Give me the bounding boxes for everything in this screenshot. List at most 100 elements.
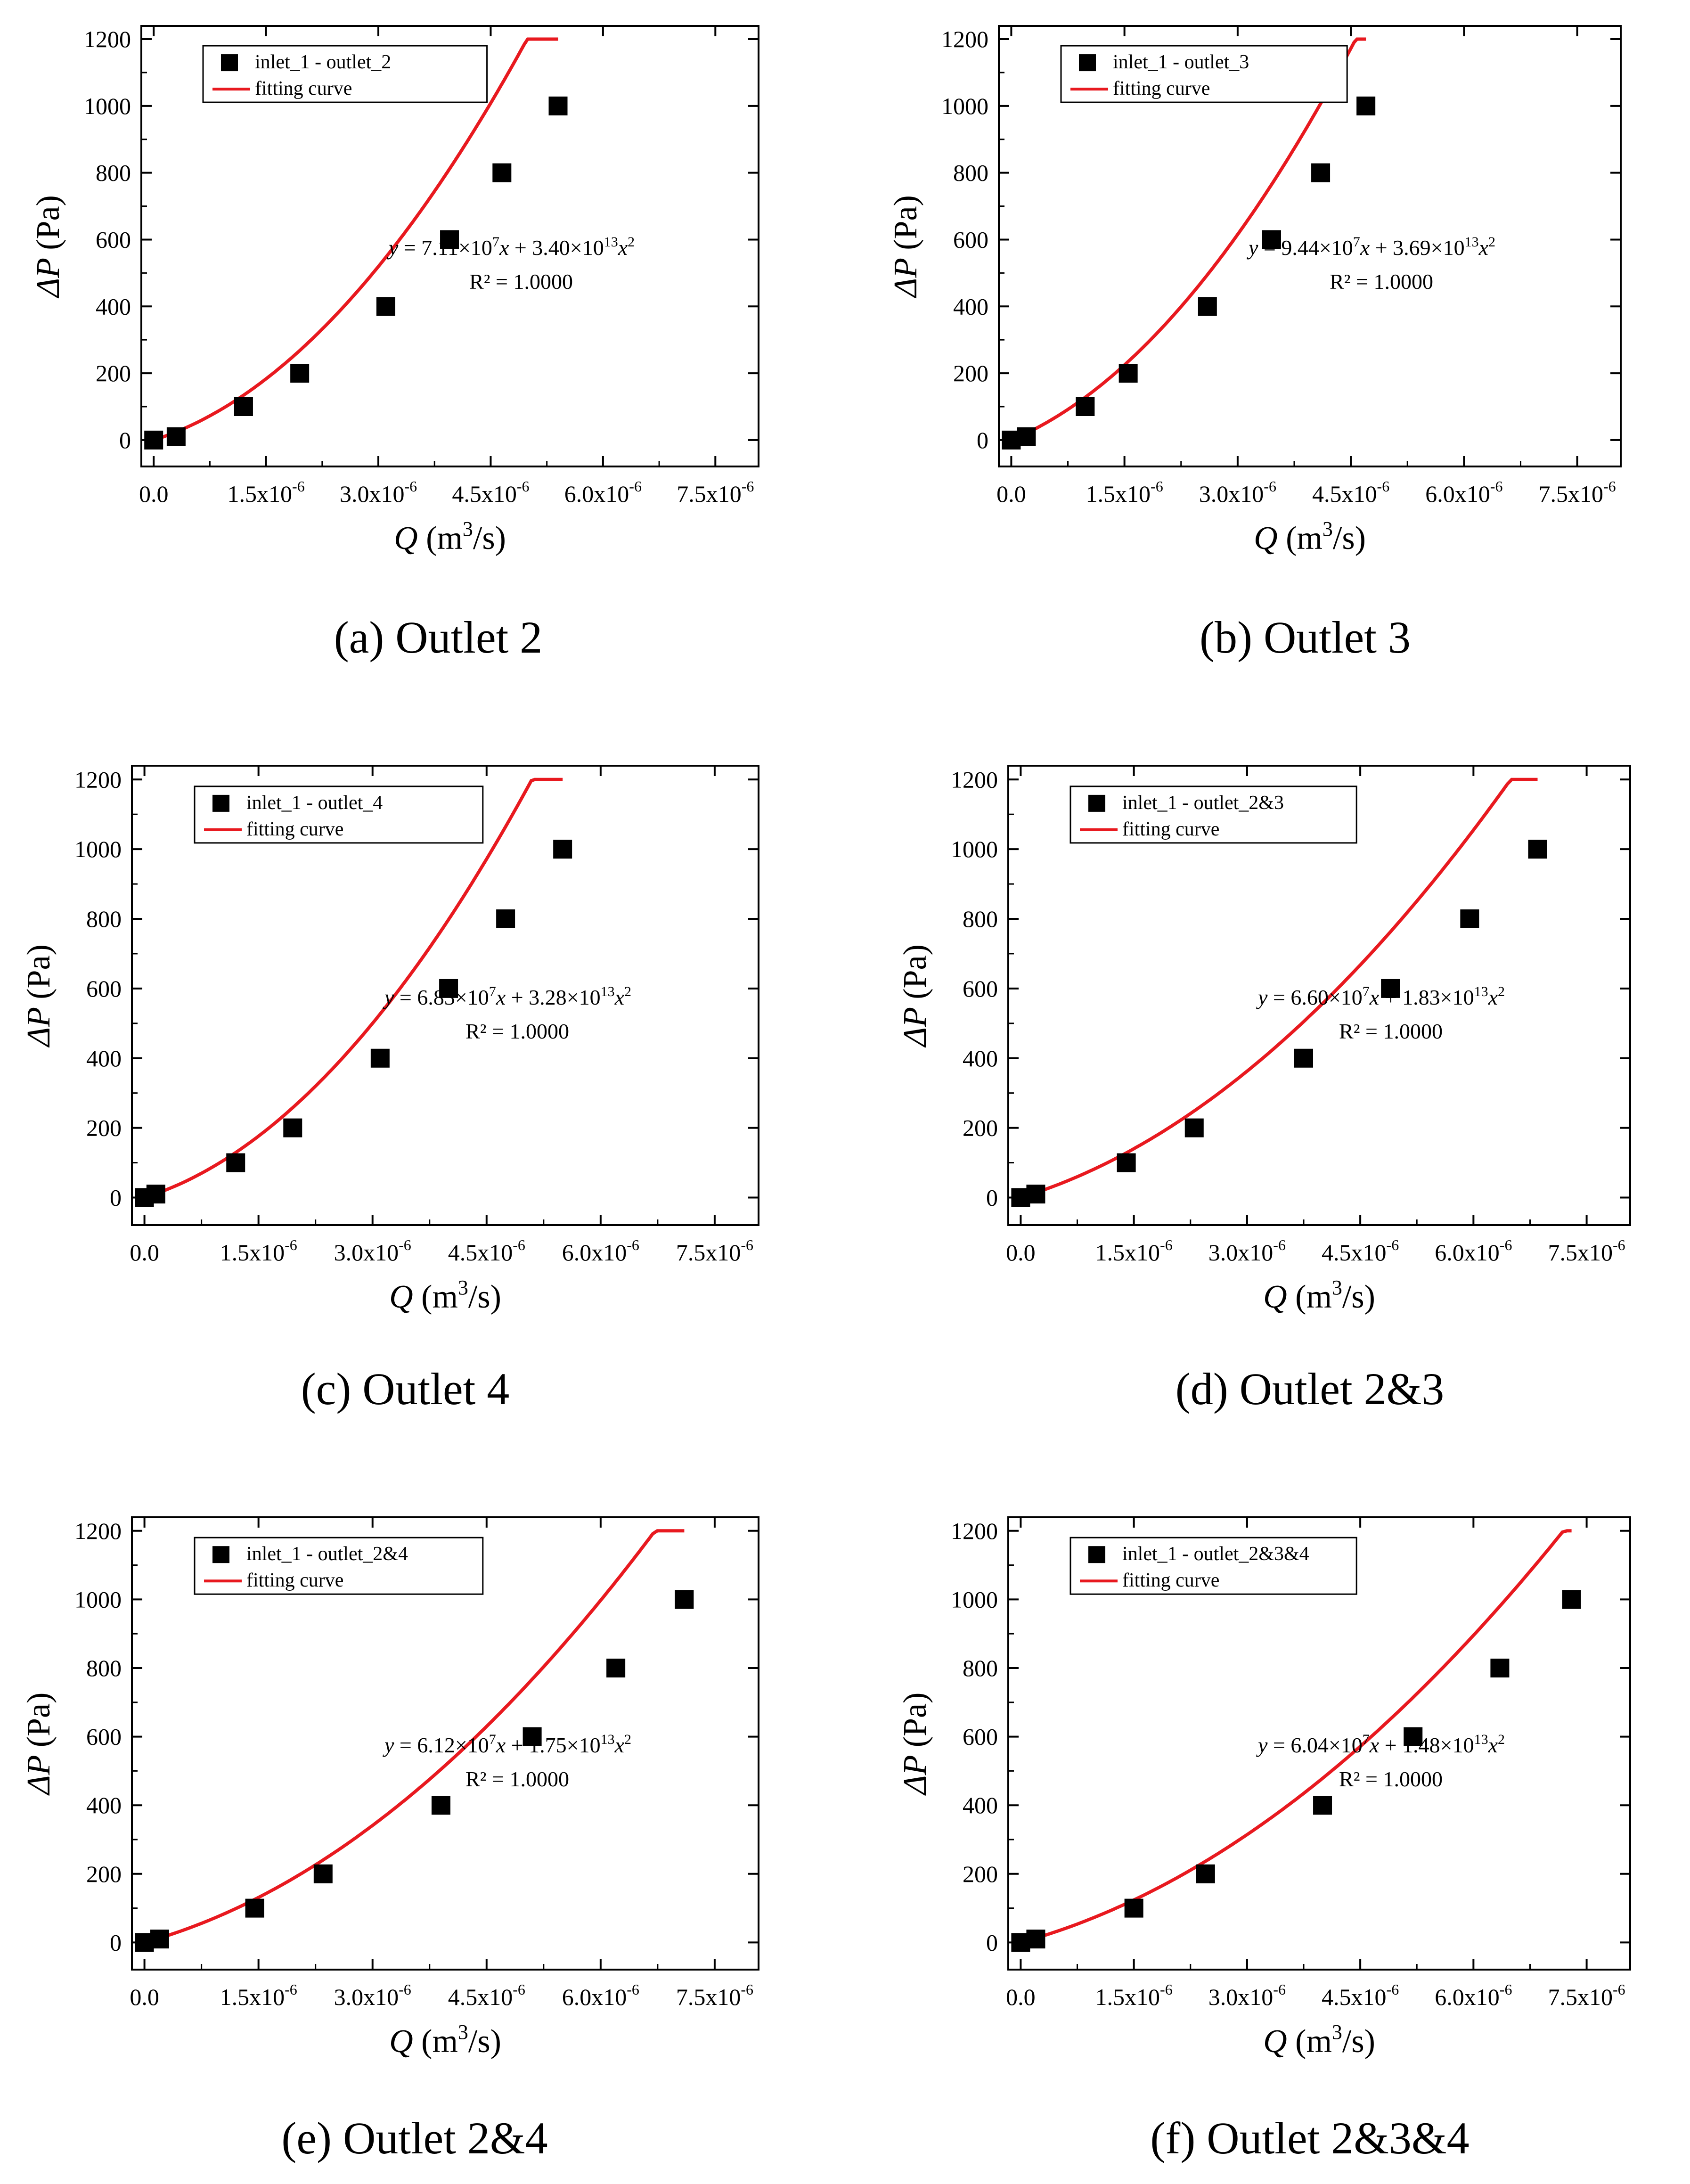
x-tick-label: 7.5x10-6 bbox=[1548, 1981, 1625, 2010]
x-tick-label: 7.5x10-6 bbox=[1539, 478, 1616, 507]
x-tick-label: 6.0x10-6 bbox=[562, 1236, 639, 1266]
data-point bbox=[1460, 909, 1479, 928]
y-tick-label: 1000 bbox=[74, 1586, 122, 1612]
data-point bbox=[675, 1590, 694, 1609]
x-tick-label: 7.5x10-6 bbox=[676, 1236, 753, 1266]
data-point bbox=[440, 230, 459, 249]
y-tick-label: 200 bbox=[86, 1861, 122, 1887]
fit-equation: y = 6.12×107x + 1.75×1013x2 bbox=[383, 1732, 631, 1757]
legend-fit-label: fitting curve bbox=[1122, 1570, 1219, 1591]
legend-box bbox=[194, 785, 484, 844]
plot-frame bbox=[131, 1516, 759, 1971]
y-tick-label: 600 bbox=[963, 975, 998, 1002]
r-squared: R² = 1.0000 bbox=[465, 1767, 569, 1791]
legend-fit-label: fitting curve bbox=[1122, 818, 1219, 840]
data-point bbox=[548, 96, 568, 115]
data-point bbox=[370, 1048, 390, 1068]
data-point bbox=[1356, 96, 1376, 115]
legend-marker bbox=[1088, 794, 1105, 812]
data-point bbox=[1404, 1727, 1423, 1746]
y-tick-label: 1000 bbox=[74, 836, 122, 862]
legend-box bbox=[202, 45, 488, 103]
fit-equation: y = 6.83×107x + 3.28×1013x2 bbox=[383, 984, 631, 1009]
data-point bbox=[245, 1898, 264, 1918]
chart-panel-4: 0 200 400 600 800 1000 1200 0.0 1.5x10-6 3.0x10-6… bbox=[897, 765, 1631, 1414]
x-tick-label: 7.5x10-6 bbox=[677, 478, 754, 507]
y-tick-label: 1200 bbox=[84, 26, 131, 52]
x-tick-label: 0.0 bbox=[1006, 1984, 1036, 2010]
y-tick-label: 400 bbox=[963, 1792, 998, 1818]
legend-series-label: inlet_1 - outlet_3 bbox=[1113, 51, 1249, 73]
data-point bbox=[1026, 1930, 1045, 1949]
x-tick-label: 7.5x10-6 bbox=[1548, 1236, 1625, 1266]
data-point bbox=[150, 1930, 169, 1949]
fitting-curve-line bbox=[144, 777, 563, 1199]
panel-caption: (d) Outlet 2&3 bbox=[1176, 1364, 1445, 1414]
x-tick-label: 4.5x10-6 bbox=[1312, 478, 1389, 507]
panel-caption: (f) Outlet 2&3&4 bbox=[1150, 2113, 1469, 2163]
x-tick-label: 1.5x10-6 bbox=[228, 478, 305, 507]
chart-panel-1: 0 200 400 600 800 1000 1200 0.0 1.5x10-6 3.0x10-6… bbox=[30, 25, 759, 663]
data-point bbox=[234, 397, 253, 416]
y-tick-label: 600 bbox=[86, 1724, 122, 1750]
fit-equation: y = 6.04×107x + 1.48×1013x2 bbox=[1256, 1732, 1505, 1757]
legend-series-label: inlet_1 - outlet_2&4 bbox=[246, 1543, 408, 1565]
y-tick-label: 400 bbox=[86, 1045, 122, 1072]
data-point bbox=[431, 1796, 450, 1815]
legend-marker bbox=[212, 1546, 229, 1563]
data-point bbox=[1119, 364, 1138, 383]
panel-caption: (c) Outlet 4 bbox=[301, 1364, 510, 1414]
y-tick-label: 0 bbox=[119, 427, 131, 453]
x-axis-title: Q (m3/s) bbox=[389, 2020, 501, 2060]
legend-box bbox=[194, 1537, 484, 1595]
panel-caption: (e) Outlet 2&4 bbox=[281, 2113, 547, 2163]
chart-panel-5: 0 200 400 600 800 1000 1200 0.0 1.5x10-6 3.0x10-6… bbox=[21, 1516, 759, 2163]
data-point bbox=[290, 364, 310, 383]
data-point bbox=[1313, 1796, 1332, 1815]
plot-frame bbox=[1007, 765, 1631, 1226]
x-tick-label: 3.0x10-6 bbox=[1208, 1236, 1286, 1266]
data-point bbox=[1381, 979, 1400, 998]
y-tick-label: 200 bbox=[86, 1115, 122, 1141]
y-tick-label: 1000 bbox=[951, 836, 998, 862]
y-tick-label: 0 bbox=[986, 1929, 998, 1955]
legend-series-label: inlet_1 - outlet_2&3 bbox=[1122, 792, 1284, 814]
x-tick-label: 1.5x10-6 bbox=[220, 1981, 297, 2010]
data-point bbox=[376, 297, 395, 316]
y-tick-label: 1200 bbox=[951, 766, 998, 793]
x-tick-label: 3.0x10-6 bbox=[334, 1236, 411, 1266]
y-tick-label: 800 bbox=[96, 160, 131, 186]
y-tick-label: 1200 bbox=[941, 26, 988, 52]
y-tick-label: 1200 bbox=[74, 766, 122, 793]
x-tick-label: 6.0x10-6 bbox=[1435, 1981, 1512, 2010]
y-tick-label: 0 bbox=[977, 427, 988, 453]
y-tick-label: 200 bbox=[963, 1861, 998, 1887]
data-point bbox=[606, 1659, 626, 1677]
data-point bbox=[1184, 1118, 1204, 1137]
data-point bbox=[1262, 230, 1281, 249]
x-axis-title: Q (m3/s) bbox=[389, 1276, 501, 1315]
chart-panel-3: 0 200 400 600 800 1000 1200 0.0 1.5x10-6 3.0x10-6… bbox=[21, 765, 759, 1414]
plot-frame bbox=[998, 25, 1622, 467]
data-point bbox=[1490, 1659, 1510, 1677]
fit-equation: y = 6.60×107x + 1.83×1013x2 bbox=[1256, 984, 1505, 1009]
data-point bbox=[1017, 427, 1036, 446]
x-tick-label: 3.0x10-6 bbox=[1199, 478, 1276, 507]
fitting-curve-line bbox=[1020, 777, 1538, 1199]
plot-frame bbox=[131, 765, 759, 1226]
x-tick-label: 4.5x10-6 bbox=[452, 478, 529, 507]
x-tick-label: 0.0 bbox=[130, 1984, 159, 2010]
fitting-curve-line bbox=[144, 1529, 685, 1944]
x-axis-title: Q (m3/s) bbox=[1263, 2020, 1375, 2060]
x-tick-label: 3.0x10-6 bbox=[340, 478, 417, 507]
legend-box bbox=[1060, 45, 1348, 103]
x-tick-label: 3.0x10-6 bbox=[334, 1981, 411, 2010]
y-axis-title: ΔP (Pa) bbox=[888, 195, 924, 299]
data-point bbox=[166, 427, 186, 446]
y-tick-label: 600 bbox=[963, 1724, 998, 1750]
data-point bbox=[283, 1118, 302, 1137]
data-point bbox=[1294, 1048, 1313, 1068]
r-squared: R² = 1.0000 bbox=[1339, 1767, 1443, 1791]
x-tick-label: 3.0x10-6 bbox=[1208, 1981, 1286, 2010]
y-tick-label: 0 bbox=[986, 1185, 998, 1211]
